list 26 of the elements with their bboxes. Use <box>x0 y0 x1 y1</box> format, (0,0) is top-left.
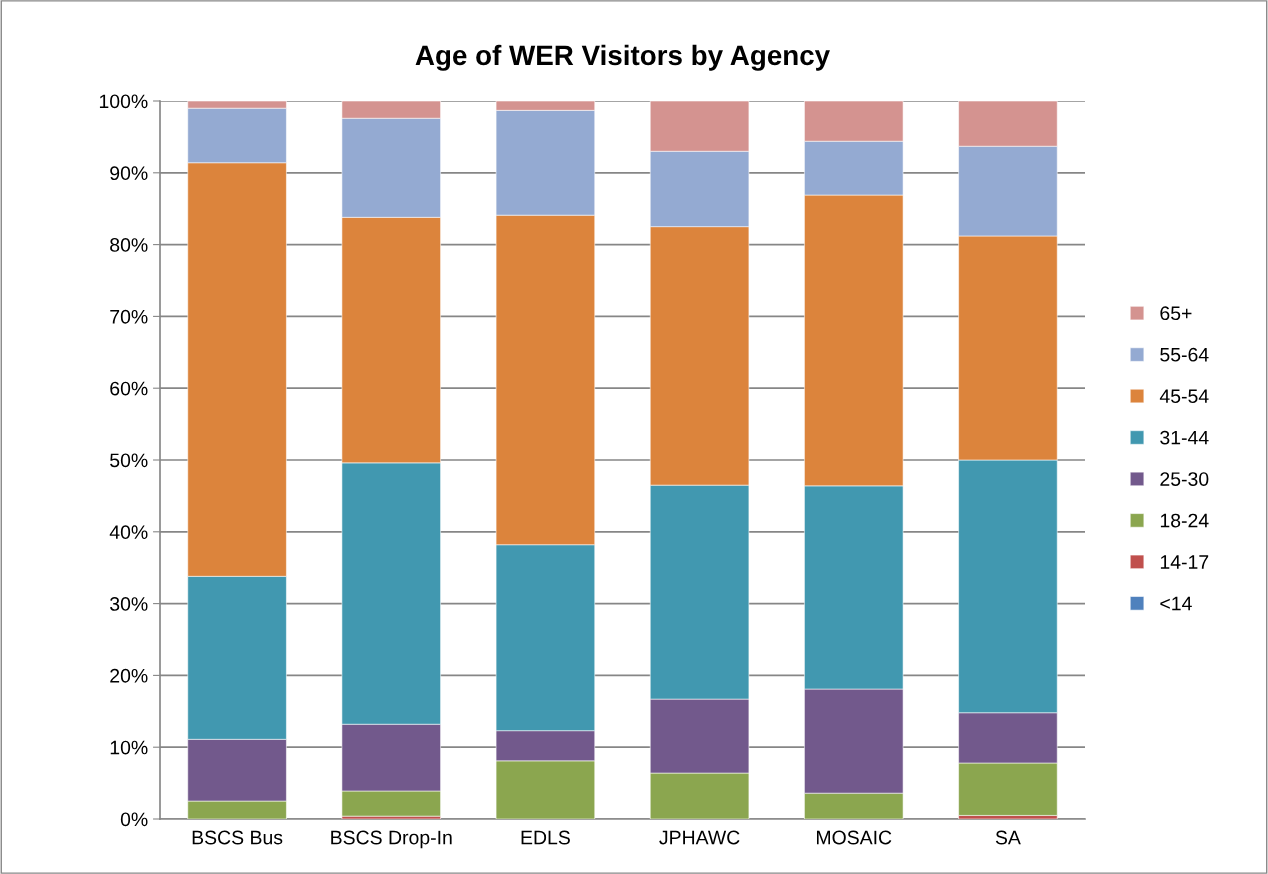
x-tick-label: BSCS Bus <box>192 830 283 845</box>
legend-label: <14 <box>1160 596 1192 611</box>
x-tick-label: EDLS <box>521 830 570 845</box>
legend-label: 25-30 <box>1160 472 1209 486</box>
chart-title: Age of WER Visitors by Agency <box>415 44 830 71</box>
legend-label: 45-54 <box>1159 389 1209 404</box>
y-tick-label: 70% <box>110 309 148 324</box>
legend-label: 31-44 <box>1160 430 1209 445</box>
y-tick-label: 30% <box>110 597 148 611</box>
x-tick-label: SA <box>995 830 1021 845</box>
y-tick-label: 90% <box>110 166 148 181</box>
y-tick-label: 0% <box>120 812 148 827</box>
y-tick-label: 50% <box>110 453 148 468</box>
x-tick-label: BSCS Drop-In <box>331 830 452 849</box>
legend-label: 18-24 <box>1160 513 1209 528</box>
y-tick-label: 100% <box>99 94 148 109</box>
y-tick-label: 40% <box>109 525 148 540</box>
legend-label: 14-17 <box>1160 555 1209 569</box>
y-tick-label: 20% <box>110 668 148 683</box>
y-tick-label: 10% <box>110 740 148 755</box>
x-tick-label: JPHAWC <box>659 830 740 845</box>
x-tick-label: MOSAIC <box>816 830 892 845</box>
y-tick-label: 80% <box>110 238 148 252</box>
y-tick-label: 60% <box>110 381 148 396</box>
legend-label: 65+ <box>1160 306 1192 321</box>
legend-label: 55-64 <box>1160 347 1209 362</box>
